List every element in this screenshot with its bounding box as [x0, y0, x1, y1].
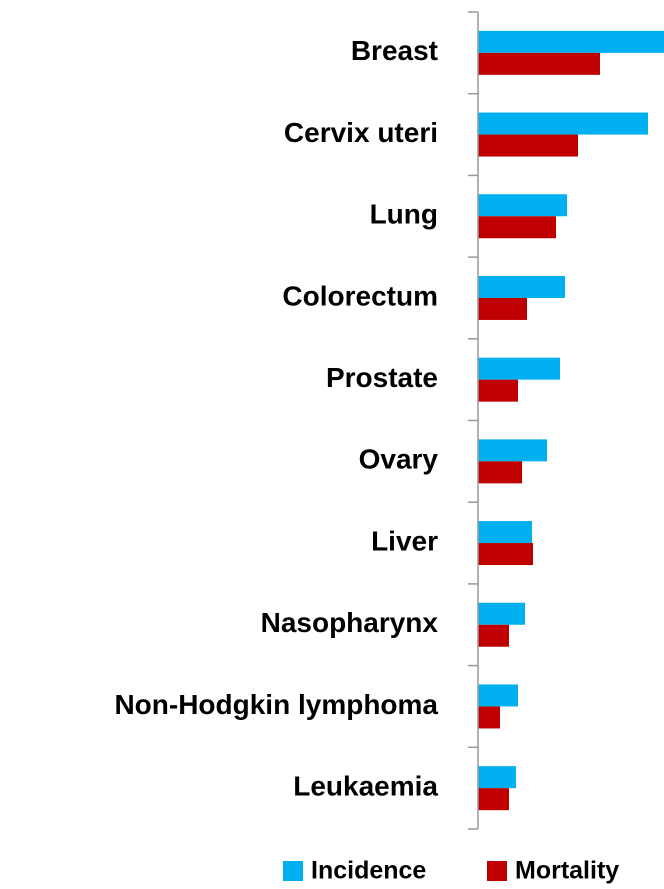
bar	[478, 706, 500, 729]
category-label: Nasopharynx	[261, 607, 439, 638]
bar	[478, 275, 565, 298]
bar	[478, 216, 556, 239]
category-label: Cervix uteri	[284, 117, 438, 148]
bar	[478, 52, 600, 75]
bar	[478, 357, 560, 380]
legend-label: Mortality	[515, 857, 619, 885]
bar	[478, 30, 664, 53]
category-label: Colorectum	[282, 280, 438, 311]
legend-label: Incidence	[311, 857, 426, 885]
bar	[478, 439, 547, 462]
bar	[478, 297, 527, 320]
bar	[478, 134, 578, 157]
bar	[478, 112, 648, 135]
category-label: Leukaemia	[293, 771, 438, 802]
bar	[478, 461, 522, 484]
bar	[478, 684, 518, 707]
bar	[478, 624, 509, 647]
bar	[478, 521, 532, 544]
legend-swatch	[487, 861, 507, 881]
bar	[478, 543, 533, 566]
category-label: Breast	[351, 35, 438, 66]
category-label: Liver	[371, 525, 438, 556]
category-label: Ovary	[359, 444, 439, 475]
category-label: Lung	[370, 199, 438, 230]
category-label: Prostate	[326, 362, 438, 393]
bar	[478, 602, 525, 625]
bar	[478, 379, 518, 402]
bar	[478, 194, 567, 217]
bar	[478, 766, 516, 789]
legend-swatch	[283, 861, 303, 881]
category-label: Non-Hodgkin lymphoma	[114, 689, 438, 720]
bar	[478, 788, 509, 811]
